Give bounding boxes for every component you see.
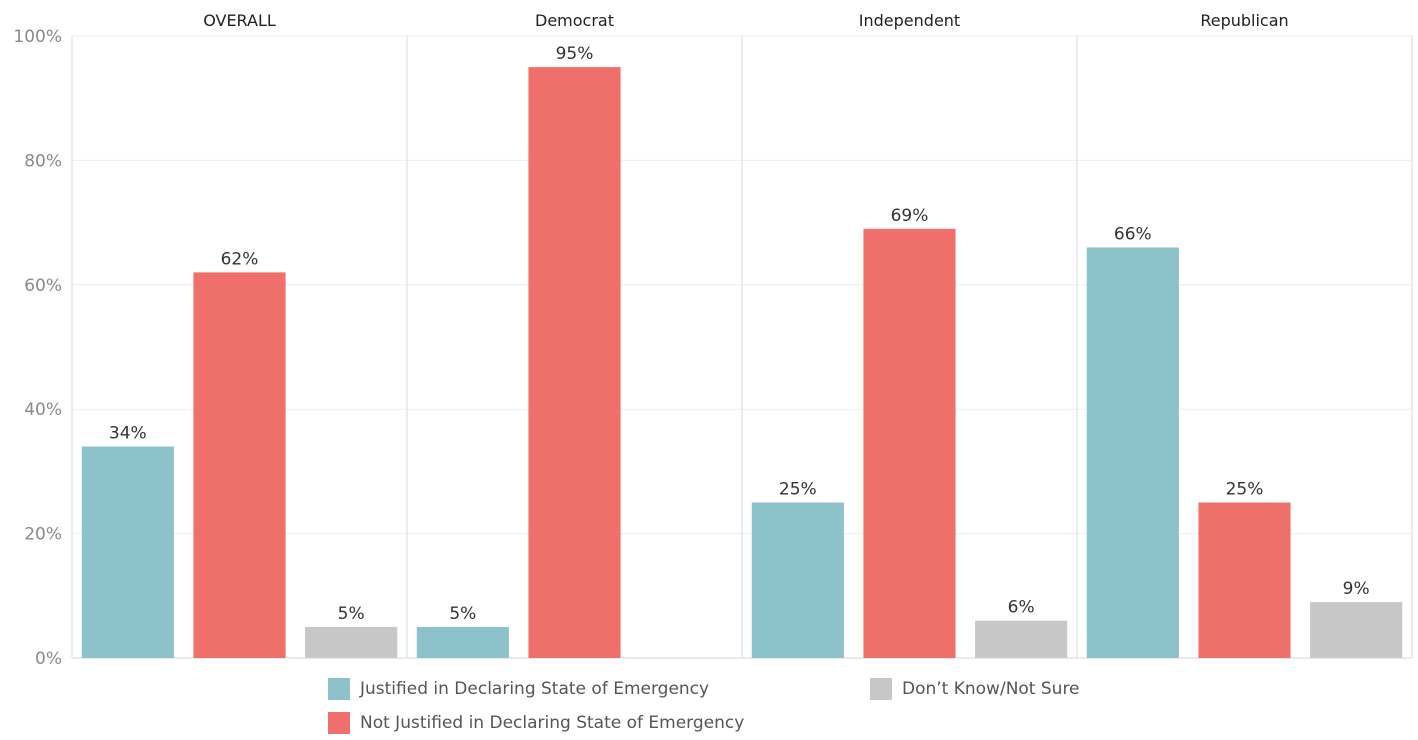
legend: Justified in Declaring State of Emergenc… xyxy=(328,678,1148,738)
bar xyxy=(416,626,509,658)
panel-title: Democrat xyxy=(535,11,614,30)
panel-title: OVERALL xyxy=(203,11,276,30)
legend-label-justified: Justified in Declaring State of Emergenc… xyxy=(360,679,710,699)
legend-swatch-dont-know xyxy=(870,678,892,700)
bar-value-label: 25% xyxy=(779,480,817,500)
legend-item-not-justified: Not Justified in Declaring State of Emer… xyxy=(328,712,744,734)
panel-title: Republican xyxy=(1200,11,1288,30)
panel-titles: OVERALL Democrat Independent Republican xyxy=(203,11,1288,30)
bar xyxy=(863,228,956,658)
bar-value-label: 95% xyxy=(556,44,594,64)
bar xyxy=(975,620,1068,658)
bar xyxy=(1310,602,1403,658)
bar xyxy=(305,626,398,658)
bar-value-label: 6% xyxy=(1008,598,1035,618)
y-tick-label: 0% xyxy=(35,649,62,669)
y-tick-label: 100% xyxy=(13,27,62,47)
bar xyxy=(193,272,286,658)
bar-value-label: 69% xyxy=(891,206,929,226)
y-tick-label: 20% xyxy=(24,525,62,545)
y-axis: 0% 20% 40% 60% 80% 100% xyxy=(13,27,62,669)
bar-labels: 34% 62% 5% 5% 95% 25% 69% 6% 66% 25% 9% xyxy=(109,44,1370,624)
legend-item-justified: Justified in Declaring State of Emergenc… xyxy=(328,678,709,700)
legend-swatch-justified xyxy=(328,678,350,700)
bar xyxy=(1198,502,1291,658)
y-tick-label: 40% xyxy=(24,400,62,420)
bar-value-label: 66% xyxy=(1114,224,1152,244)
legend-swatch-not-justified xyxy=(328,712,350,734)
legend-label-dont-know: Don’t Know/Not Sure xyxy=(902,679,1080,699)
bar-value-label: 25% xyxy=(1226,480,1264,500)
y-tick-label: 80% xyxy=(24,151,62,171)
y-tick-label: 60% xyxy=(24,276,62,296)
bar xyxy=(751,502,844,658)
bar xyxy=(528,67,621,659)
bar xyxy=(1086,247,1179,659)
bar-value-label: 5% xyxy=(449,604,476,624)
legend-label-not-justified: Not Justified in Declaring State of Emer… xyxy=(360,713,745,733)
legend-item-dont-know: Don’t Know/Not Sure xyxy=(870,678,1080,700)
bar-value-label: 5% xyxy=(338,604,365,624)
bars xyxy=(81,67,1403,659)
bar-value-label: 34% xyxy=(109,424,147,444)
panel-title: Independent xyxy=(859,11,960,30)
bar-value-label: 62% xyxy=(221,249,259,269)
panel-dividers xyxy=(71,36,1413,658)
bar-value-label: 9% xyxy=(1343,579,1370,599)
bar xyxy=(81,446,174,658)
